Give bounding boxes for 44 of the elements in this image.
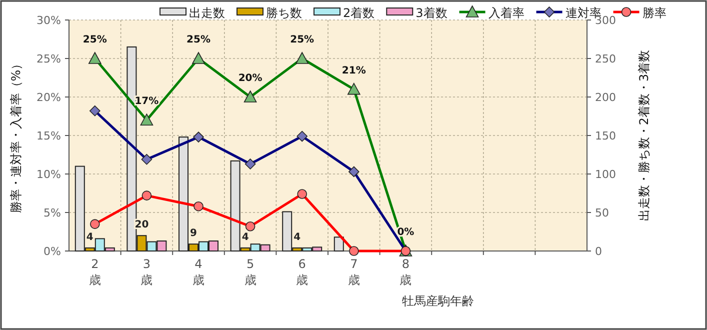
x-axis-title: 牡馬産駒年齢 <box>402 294 474 308</box>
bar <box>312 246 322 252</box>
data-label: 21% <box>342 65 366 76</box>
x-tick-label: 6歳 <box>296 257 308 287</box>
x-tick-label: 2歳 <box>88 257 101 287</box>
legend-label: 2着数 <box>343 6 375 20</box>
bar <box>208 240 218 252</box>
data-label: 4 <box>242 232 249 243</box>
bar <box>156 240 167 252</box>
bar <box>334 236 344 252</box>
y2-tick-label: 150 <box>595 130 616 142</box>
x-tick-label: 3歳 <box>140 257 153 287</box>
y-tick-label: 10% <box>36 168 61 181</box>
y2-tick-label: 250 <box>595 52 616 66</box>
bar <box>104 247 115 252</box>
data-label: 25% <box>186 34 210 46</box>
data-label: 9 <box>190 228 198 240</box>
data-label: 20% <box>238 73 262 84</box>
data-label: 4 <box>294 232 301 243</box>
legend-label: 勝ち数 <box>266 6 302 20</box>
y2-tick-label: 100 <box>595 168 616 181</box>
x-tick-label: 4歳 <box>192 257 204 287</box>
y2-tick-label: 0 <box>595 245 602 258</box>
data-label: 25% <box>290 34 314 46</box>
legend-label: 勝率 <box>642 6 666 20</box>
y-tick-label: 20% <box>36 91 61 104</box>
x-tick-label: 5歳 <box>244 257 256 287</box>
data-label: 25% <box>82 34 107 46</box>
x-tick-label: 8歳 <box>400 257 412 287</box>
y-axis-title: 勝率・連対率・入着率（%） <box>9 58 23 214</box>
legend-label: 入着率 <box>488 6 524 20</box>
legend-label: 出走数 <box>189 6 225 20</box>
y-tick-label: 30% <box>36 14 61 27</box>
y2-tick-label: 50 <box>595 206 609 220</box>
y-tick-label: 5% <box>44 206 61 220</box>
x-tick-label: 7歳 <box>348 257 360 287</box>
bar <box>260 244 270 252</box>
y2-axis-title: 出走数・勝ち数・2着数・3着数 <box>637 50 651 222</box>
y-tick-label: 25% <box>36 52 61 66</box>
y-tick-label: 15% <box>36 130 61 142</box>
legend-label: 3着数 <box>416 6 448 20</box>
data-label: 4 <box>86 232 94 243</box>
y-tick-label: 0% <box>44 245 61 258</box>
y2-tick-label: 200 <box>595 91 616 104</box>
